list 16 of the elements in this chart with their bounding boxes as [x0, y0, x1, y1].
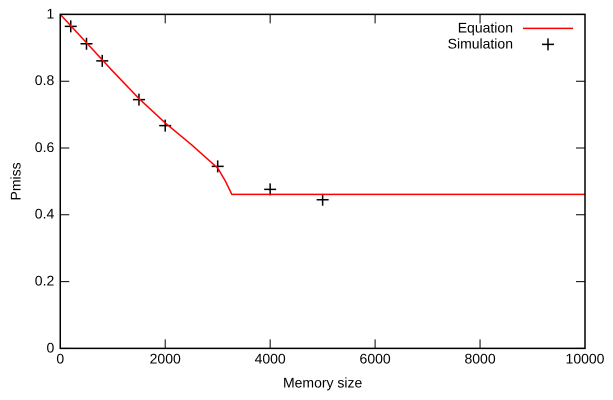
x-tick-label: 6000	[360, 350, 391, 367]
y-tick-label: 0.2	[34, 272, 54, 288]
legend-label: Simulation	[448, 35, 513, 52]
y-tick-label: 0.6	[34, 138, 54, 155]
y-tick-label: 0.8	[34, 72, 54, 88]
x-tick-label: 2000	[150, 350, 181, 367]
y-axis-title: Pmiss	[7, 162, 24, 200]
y-tick-label: 1	[46, 5, 54, 22]
x-tick-label: 8000	[464, 350, 496, 367]
y-tick-label: 0.4	[34, 206, 54, 222]
x-tick-label: 0	[56, 350, 64, 367]
y-tick-label: 0	[46, 339, 54, 356]
x-tick-label: 4000	[254, 350, 286, 367]
legend-label: Equation	[458, 19, 513, 36]
x-tick-label: 10000	[566, 350, 605, 367]
x-axis-title: Memory size	[282, 374, 363, 390]
